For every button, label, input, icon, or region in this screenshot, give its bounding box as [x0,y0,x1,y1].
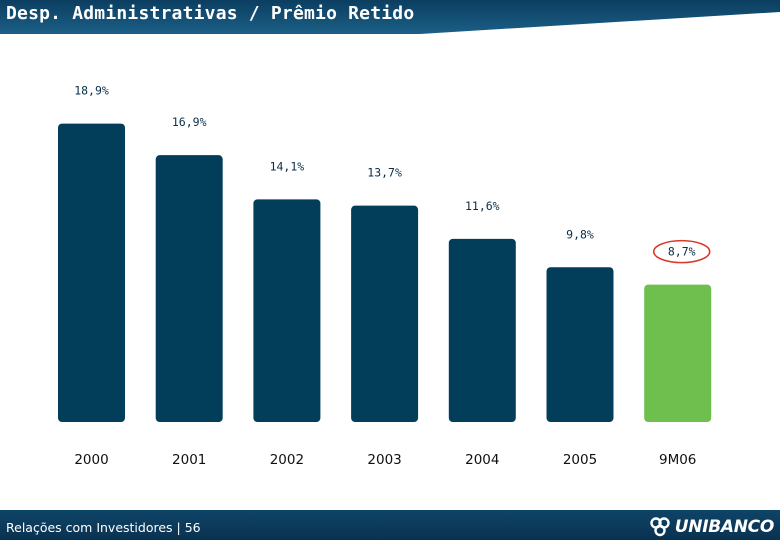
unibanco-logo-text: UNIBANCO [674,517,775,537]
bar-2002 [253,199,321,422]
category-label-2000: 2000 [74,452,108,468]
footer-bar: Relações com Investidores | 56 UNIBANCO [0,510,780,540]
category-label-2004: 2004 [465,452,499,468]
highlight-ring [652,239,711,264]
category-label-2005: 2005 [563,452,597,468]
value-label-2002: 14,1% [270,159,305,173]
bar-2004 [448,238,516,422]
unibanco-logo: UNIBANCO [649,517,774,537]
footer-text: Relações com Investidores | 56 [6,520,201,535]
bar-chart: 18,9% 2000 16,9% 2001 14,1% 2002 13,7% 2003 11,6… [58,84,712,468]
bar-2003 [351,205,419,422]
value-label-2005: 9,8% [566,227,594,241]
category-label-9M06: 9M06 [659,452,696,468]
bar-2000 [58,123,125,422]
category-label-2001: 2001 [172,452,206,468]
value-label-2003: 13,7% [367,166,402,180]
value-label-9M06: 8,7% [668,245,696,259]
value-label-2004: 11,6% [465,199,500,213]
bar-9M06 [644,284,712,422]
page-title: Desp. Administrativas / Prêmio Retido [6,3,415,24]
bar-2001 [155,155,223,422]
value-label-2000: 18,9% [74,84,109,98]
unibanco-logo-icon [650,517,670,537]
bar-2005 [546,267,614,422]
value-label-2001: 16,9% [172,115,207,129]
category-label-2003: 2003 [367,452,401,468]
category-label-2002: 2002 [270,452,304,468]
